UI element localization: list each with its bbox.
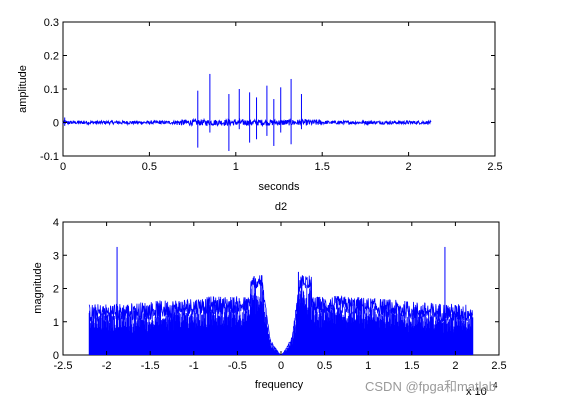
y-tick-label: 1	[53, 317, 59, 329]
magnitude-x-multiplier: x 10	[466, 386, 487, 398]
amplitude-y-ticks: -0.1 0 0.1 0.2 0.3	[40, 17, 495, 163]
watermark: CSDN @fpga和matlab	[365, 379, 496, 394]
magnitude-plot-title: d2	[275, 201, 287, 213]
y-tick-label: 0.1	[44, 84, 59, 96]
y-tick-label: 4	[53, 217, 59, 229]
y-tick-label: 3	[53, 250, 59, 262]
amplitude-plot: 0 0.5 1 1.5 2 2.5 -0.100.10.20.3 seconds ampl…	[17, 17, 503, 193]
x-tick-label: -2.5	[54, 360, 73, 372]
amplitude-x-axis-label: seconds	[259, 181, 300, 193]
x-tick-label: 2.5	[487, 161, 502, 173]
y-tick-label: 2	[53, 284, 59, 296]
x-tick-label: 0.5	[142, 161, 157, 173]
amplitude-noise-line	[62, 117, 432, 128]
amplitude-y-axis-label: amplitude	[17, 65, 29, 113]
x-tick-label: 0	[278, 360, 284, 372]
x-tick-label: -0.5	[228, 360, 247, 372]
magnitude-series	[88, 246, 474, 356]
x-tick-label: -1	[189, 360, 199, 372]
x-tick-label: -1.5	[141, 360, 160, 372]
magnitude-x-axis-label: frequency	[255, 379, 304, 391]
y-tick-label: 0.3	[44, 17, 59, 29]
x-tick-label: 1	[365, 360, 371, 372]
magnitude-plot: d2 -2.5 -2 -1.5 -1 -0.5 0 0.5 1 1.5 2 2.5 0 1 2 3 4 fr…	[32, 201, 507, 398]
x-tick-label: -2	[102, 360, 112, 372]
y-tick-label: 0	[53, 350, 59, 362]
magnitude-x-multiplier-exponent: 4	[493, 381, 498, 390]
x-tick-label: 2	[452, 360, 458, 372]
x-tick-label: 1.5	[315, 161, 330, 173]
amplitude-series	[62, 73, 432, 151]
x-tick-label: 1.5	[404, 360, 419, 372]
x-tick-label: 2.5	[491, 360, 506, 372]
amplitude-plot-frame	[62, 21, 496, 157]
magnitude-y-ticks: 0 1 2 3 4	[53, 217, 499, 362]
magnitude-x-ticks: -2.5 -2 -1.5 -1 -0.5 0 0.5 1 1.5 2 2.5	[54, 222, 507, 372]
x-tick-label: 0	[60, 161, 66, 173]
x-tick-label: 0.5	[317, 360, 332, 372]
x-tick-label: 1	[233, 161, 239, 173]
y-tick-label: 0.2	[44, 51, 59, 63]
y-tick-label: -0.1	[40, 151, 59, 163]
magnitude-y-axis-label: magnitude	[32, 262, 44, 313]
amplitude-x-ticks: 0 0.5 1 1.5 2 2.5	[60, 22, 503, 173]
y-tick-label: 0	[53, 118, 59, 130]
x-tick-label: 2	[406, 161, 412, 173]
